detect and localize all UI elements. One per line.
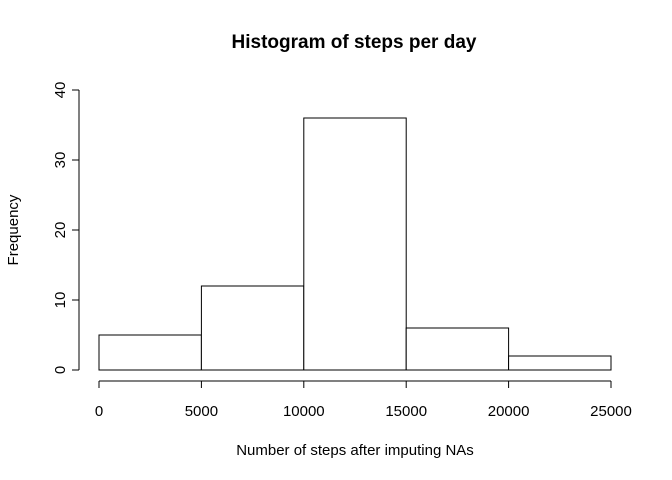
chart-title: Histogram of steps per day [232, 32, 477, 53]
x-axis: 0 5000 10000 15000 20000 25000 [95, 380, 632, 420]
x-tick-label-4: 20000 [488, 403, 530, 420]
x-tick-label-2: 10000 [283, 403, 325, 420]
y-axis: 0 10 20 30 40 [52, 82, 80, 374]
x-tick-label-1: 5000 [185, 403, 218, 420]
x-tick-label-5: 25000 [590, 403, 632, 420]
y-tick-label-1: 10 [52, 292, 69, 309]
histogram-bar-0 [98, 334, 202, 371]
x-axis-label: Number of steps after imputing NAs [236, 442, 474, 459]
y-tick-label-2: 20 [52, 222, 69, 239]
histogram-bar-4 [508, 355, 612, 371]
y-tick-label-0: 0 [52, 366, 69, 374]
x-tick-label-0: 0 [95, 403, 103, 420]
x-tick-label-3: 15000 [385, 403, 427, 420]
histogram-bar-1 [200, 285, 305, 371]
y-tick-label-4: 40 [52, 82, 69, 99]
histogram-bar-2 [303, 117, 407, 371]
bars-group [98, 117, 612, 371]
y-tick-label-3: 30 [52, 152, 69, 169]
histogram-bar-3 [405, 327, 510, 371]
y-axis-label: Frequency [5, 194, 22, 265]
